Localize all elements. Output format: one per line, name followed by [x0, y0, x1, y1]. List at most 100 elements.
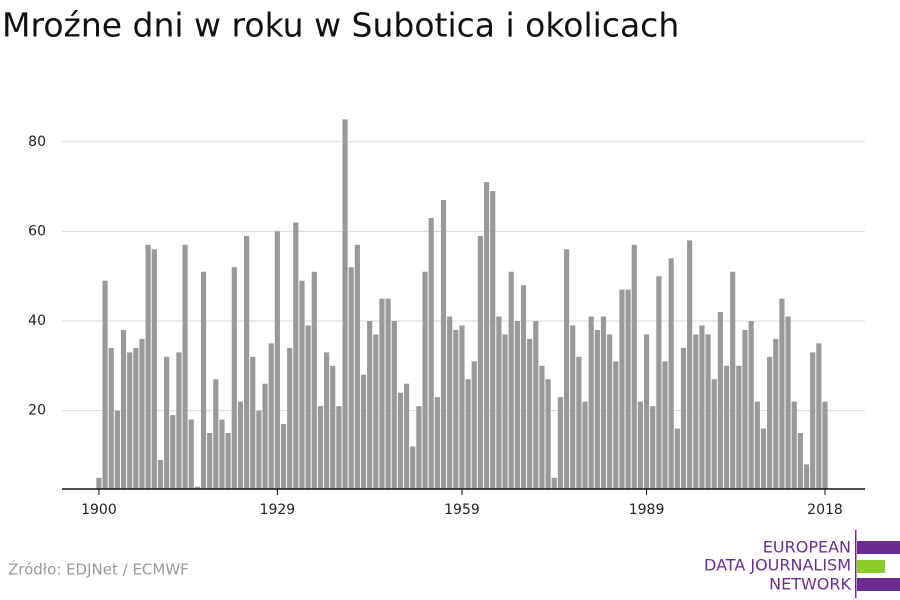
bar	[779, 298, 785, 489]
bar	[391, 321, 397, 489]
bar	[219, 419, 225, 489]
bar	[791, 401, 797, 489]
y-tick-label: 60	[28, 223, 46, 239]
bar	[730, 271, 736, 489]
x-tick-label: 1900	[81, 502, 117, 518]
bar	[244, 235, 250, 489]
bar	[662, 361, 668, 489]
bar	[447, 316, 453, 489]
bar	[453, 329, 459, 489]
bar	[434, 397, 440, 489]
bar	[687, 240, 693, 489]
bar	[742, 329, 748, 489]
bar	[551, 477, 557, 489]
bar	[317, 406, 324, 489]
bar	[311, 271, 317, 489]
bar	[600, 316, 607, 489]
logo-line	[855, 530, 857, 598]
bar	[280, 424, 287, 489]
bar	[108, 347, 114, 489]
bar	[145, 244, 151, 489]
bar	[176, 352, 182, 489]
bar	[477, 235, 484, 489]
bar	[668, 258, 674, 489]
bar	[96, 477, 102, 489]
y-tick-label: 40	[28, 313, 46, 329]
bar	[268, 343, 274, 489]
bar	[816, 343, 822, 489]
bar	[656, 276, 662, 489]
bar	[231, 267, 237, 489]
bar	[354, 244, 360, 489]
bar	[274, 231, 280, 489]
bar	[164, 356, 170, 489]
bar	[157, 459, 164, 489]
bar	[367, 321, 373, 489]
bar	[736, 365, 742, 489]
bar	[508, 271, 514, 489]
bar	[237, 401, 244, 489]
bar	[139, 338, 145, 489]
bar	[422, 271, 428, 489]
bar	[588, 316, 594, 489]
bar	[225, 433, 231, 489]
bar	[293, 222, 299, 489]
bar	[803, 464, 810, 489]
bar	[305, 325, 311, 489]
bar	[483, 182, 490, 489]
bar	[194, 486, 200, 489]
bar	[373, 334, 379, 489]
bar	[182, 244, 188, 489]
bar	[539, 365, 545, 489]
bar	[133, 347, 139, 489]
bar	[767, 356, 773, 489]
bar	[631, 244, 637, 489]
bar	[416, 406, 422, 489]
logo-bar	[857, 578, 900, 591]
bar	[151, 249, 157, 489]
x-tick-label: 1989	[629, 502, 665, 518]
bar	[680, 347, 687, 489]
bar	[699, 325, 705, 489]
bar	[324, 352, 330, 489]
bar	[379, 298, 385, 489]
bar	[207, 433, 213, 489]
logo-bar	[857, 560, 885, 573]
bar	[490, 191, 496, 489]
bar	[502, 334, 508, 489]
bar	[754, 401, 760, 489]
bar	[711, 379, 717, 489]
y-tick-label: 80	[28, 134, 46, 150]
bar	[797, 433, 803, 489]
logo-text: NETWORK	[769, 575, 851, 594]
bar	[545, 379, 551, 489]
bar	[705, 334, 711, 489]
bar	[613, 361, 619, 489]
bar	[693, 334, 699, 489]
bar	[256, 410, 262, 489]
bar	[440, 200, 447, 490]
source: Źródło: EDJNet / ECMWF	[8, 560, 189, 579]
bar	[810, 352, 816, 489]
bar	[127, 352, 133, 489]
bar	[650, 406, 656, 489]
bar	[336, 406, 342, 489]
bar	[170, 415, 176, 489]
bar	[342, 119, 348, 490]
bar	[114, 410, 120, 489]
logo-text: DATA JOURNALISM	[704, 556, 851, 575]
bar	[674, 428, 680, 489]
bar	[748, 321, 754, 489]
bar	[557, 397, 563, 489]
bar	[594, 329, 600, 489]
bar	[785, 316, 791, 489]
bar	[465, 379, 471, 489]
bar	[330, 365, 336, 489]
bar	[188, 419, 194, 489]
bar	[102, 280, 108, 489]
bar	[348, 267, 354, 489]
bar	[299, 280, 305, 489]
bar	[514, 321, 520, 489]
bar	[582, 401, 588, 489]
bar	[459, 325, 465, 489]
